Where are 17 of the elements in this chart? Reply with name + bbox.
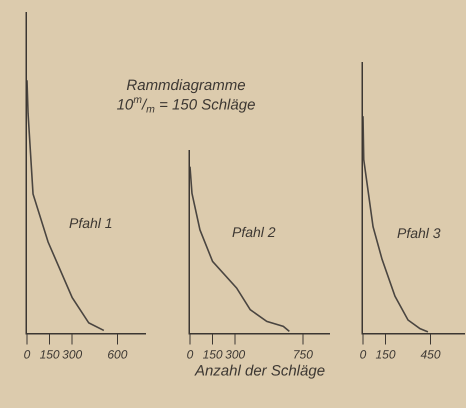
x-tick-label: 150 [202,348,223,362]
x-tick-label: 0 [24,348,31,362]
x-tick-label: 150 [40,348,60,362]
x-tick-label: 150 [375,348,396,362]
x-tick-label: 300 [62,348,83,362]
chart-subtitle: 10$^{m}$/$_{m}$ = 150 Schläge [116,94,256,116]
x-tick-label: 750 [292,348,314,362]
annotation: Pfahl 2 [232,224,276,240]
x-tick-label: 0 [360,348,367,362]
x-tick-label: 600 [107,348,128,362]
annotation: Pfahl 3 [397,225,441,241]
x-tick-label: 300 [225,348,246,362]
x-axis-title: Anzahl der Schläge [194,362,326,380]
x-tick-label: 450 [420,348,441,362]
chart-title: Rammdiagramme [126,76,246,94]
x-tick-label: 0 [186,348,194,362]
annotation: Pfahl 1 [69,215,113,231]
